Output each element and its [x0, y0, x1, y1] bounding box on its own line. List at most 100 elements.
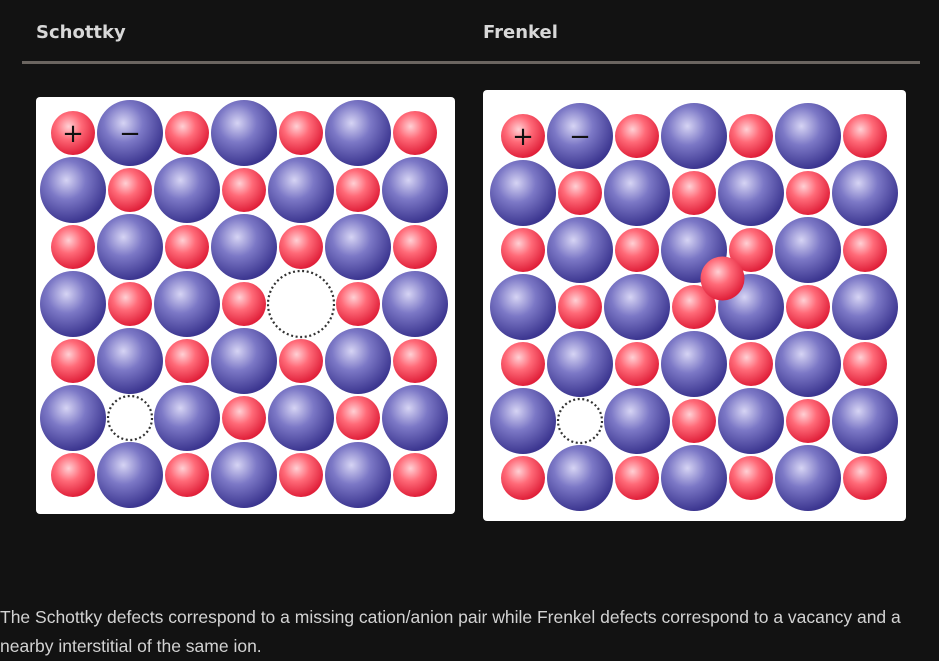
cation-ion	[786, 399, 830, 443]
caption-text: The Schottky defects correspond to a mis…	[0, 607, 901, 656]
anion-ion	[490, 274, 556, 340]
schottky-panel: + −	[36, 97, 455, 514]
interstitial-cation	[700, 256, 745, 301]
anion-ion	[547, 103, 613, 169]
cation-ion	[336, 282, 380, 326]
anion-ion	[718, 388, 784, 454]
anion-ion	[382, 385, 448, 451]
anion-ion	[661, 445, 727, 511]
anion-ion	[775, 103, 841, 169]
cation-ion	[786, 285, 830, 329]
anion-ion	[832, 274, 898, 340]
anion-ion	[547, 445, 613, 511]
anion-symbol: −	[569, 122, 591, 152]
cation-ion	[279, 453, 323, 497]
cation-ion	[279, 111, 323, 155]
header-divider	[22, 61, 920, 64]
anion-ion	[661, 103, 727, 169]
cation-symbol: +	[62, 119, 84, 149]
anion-ion	[40, 271, 106, 337]
cation-ion	[843, 342, 887, 386]
anion-ion	[604, 274, 670, 340]
cation-ion	[729, 228, 773, 272]
cation-ion	[843, 228, 887, 272]
cation-ion	[165, 453, 209, 497]
cation-ion	[672, 171, 716, 215]
cation-ion	[165, 339, 209, 383]
cation-ion	[51, 225, 95, 269]
cation-ion	[558, 171, 602, 215]
anion-ion	[832, 388, 898, 454]
cation-ion	[501, 342, 545, 386]
cation-ion	[501, 114, 545, 158]
anion-ion	[775, 217, 841, 283]
cation-ion	[843, 114, 887, 158]
cation-ion	[336, 168, 380, 212]
cation-ion	[165, 111, 209, 155]
anion-ion	[40, 385, 106, 451]
anion-ion	[775, 331, 841, 397]
cation-ion	[672, 285, 716, 329]
cation-ion	[615, 114, 659, 158]
frenkel-lattice-diagram: + −	[490, 103, 898, 511]
anion-ion	[154, 157, 220, 223]
cation-ion	[393, 453, 437, 497]
cation-ion	[615, 342, 659, 386]
cation-ion	[336, 396, 380, 440]
anion-ion	[604, 388, 670, 454]
anion-ion	[775, 445, 841, 511]
schottky-lattice-diagram: + −	[40, 100, 448, 508]
cation-ion	[615, 228, 659, 272]
cation-ion	[165, 225, 209, 269]
cation-ion	[729, 342, 773, 386]
cation-ion	[222, 282, 266, 326]
cation-ion	[108, 282, 152, 326]
anion-ion	[154, 385, 220, 451]
anion-ion	[325, 328, 391, 394]
cation-ion	[222, 168, 266, 212]
frenkel-panel: + −	[483, 90, 906, 521]
cation-ion	[108, 168, 152, 212]
vacancy-site	[556, 397, 604, 445]
vacancy-site	[106, 394, 154, 442]
anion-ion	[547, 217, 613, 283]
cation-ion	[279, 339, 323, 383]
cation-ion	[672, 399, 716, 443]
cation-ion	[615, 456, 659, 500]
anion-ion	[97, 100, 163, 166]
cation-ion	[222, 396, 266, 440]
frenkel-header: Frenkel	[483, 22, 558, 43]
anion-ion	[97, 328, 163, 394]
cation-ion	[51, 339, 95, 383]
anion-ion	[832, 160, 898, 226]
cation-ion	[393, 225, 437, 269]
anion-ion	[661, 331, 727, 397]
cation-ion	[729, 114, 773, 158]
anion-ion	[154, 271, 220, 337]
anion-ion	[490, 160, 556, 226]
cation-ion	[51, 111, 95, 155]
anion-ion	[325, 442, 391, 508]
anion-ion	[268, 157, 334, 223]
cation-ion	[51, 453, 95, 497]
anion-ion	[97, 442, 163, 508]
cation-ion	[786, 171, 830, 215]
anion-ion	[382, 157, 448, 223]
anion-ion	[211, 214, 277, 280]
cation-ion	[843, 456, 887, 500]
anion-ion	[40, 157, 106, 223]
anion-ion	[718, 160, 784, 226]
anion-ion	[325, 100, 391, 166]
cation-ion	[393, 111, 437, 155]
cation-symbol: +	[512, 122, 534, 152]
cation-ion	[501, 228, 545, 272]
cation-ion	[729, 456, 773, 500]
cation-ion	[393, 339, 437, 383]
anion-ion	[382, 271, 448, 337]
cation-ion	[279, 225, 323, 269]
anion-ion	[325, 214, 391, 280]
anion-ion	[211, 328, 277, 394]
anion-ion	[490, 388, 556, 454]
vacancy-site	[266, 269, 336, 339]
anion-ion	[604, 160, 670, 226]
